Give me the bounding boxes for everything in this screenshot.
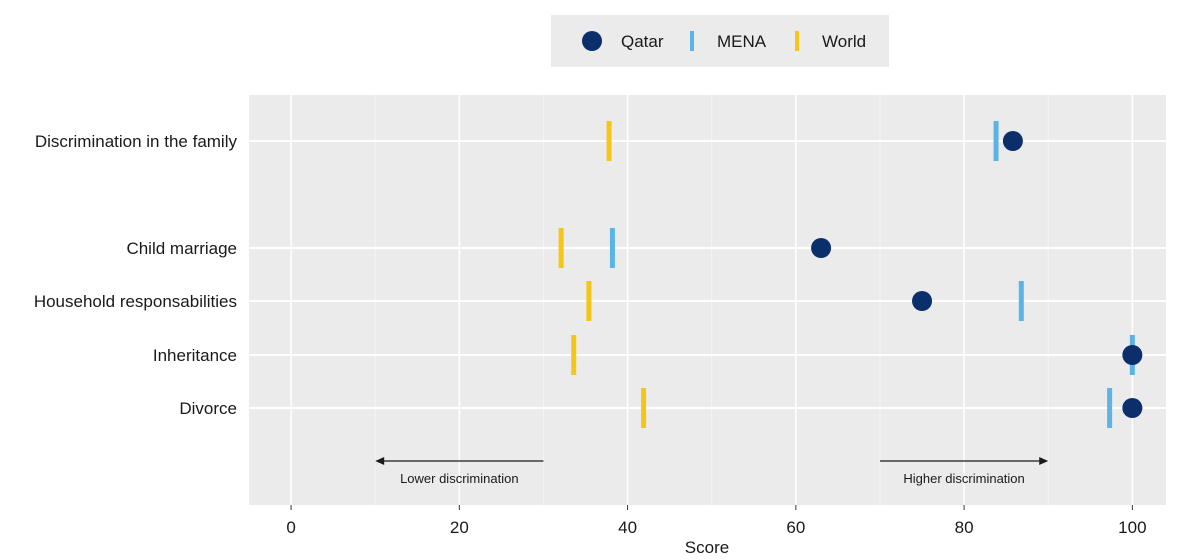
annotation-label: Higher discrimination — [903, 471, 1024, 486]
legend-key-mena — [690, 31, 694, 51]
x-tick-label: 60 — [786, 518, 805, 537]
bar-world — [641, 388, 647, 428]
x-axis-title: Score — [685, 538, 729, 557]
category-label: Discrimination in the family — [35, 132, 238, 151]
point-qatar — [912, 291, 933, 311]
bar-world — [606, 121, 612, 161]
legend-key-world — [795, 31, 799, 51]
x-tick-label: 0 — [286, 518, 295, 537]
category-label: Divorce — [179, 399, 237, 418]
bar-mena — [993, 121, 999, 161]
category-label: Inheritance — [153, 346, 237, 365]
point-qatar — [811, 238, 832, 258]
legend-label-mena: MENA — [717, 32, 767, 51]
bar-mena — [1107, 388, 1113, 428]
legend: Qatar MENA World — [551, 15, 889, 67]
point-qatar — [1002, 131, 1023, 151]
x-tick-labels: 0 20 40 60 80 100 — [286, 505, 1147, 537]
bar-mena — [609, 228, 615, 268]
bar-mena — [1018, 281, 1024, 321]
gridlines — [249, 95, 1166, 505]
x-tick-label: 100 — [1118, 518, 1146, 537]
category-labels: Discrimination in the family Child marria… — [34, 132, 238, 418]
bar-world — [586, 281, 592, 321]
annotation-arrow-head — [375, 457, 385, 465]
annotations: Lower discrimination Higher discriminatio… — [375, 457, 1049, 486]
legend-key-qatar — [582, 31, 602, 51]
category-label: Household responsabilities — [34, 292, 237, 311]
legend-label-qatar: Qatar — [621, 32, 664, 51]
legend-background — [551, 15, 889, 67]
data-marks — [558, 121, 1143, 428]
bar-world — [558, 228, 564, 268]
point-qatar — [1122, 398, 1143, 418]
annotation-label: Lower discrimination — [400, 471, 519, 486]
bar-world — [571, 335, 577, 375]
x-tick-label: 80 — [955, 518, 974, 537]
annotation-arrow-head — [1039, 457, 1049, 465]
category-label: Child marriage — [126, 239, 237, 258]
x-tick-label: 20 — [450, 518, 469, 537]
x-tick-label: 40 — [618, 518, 637, 537]
legend-label-world: World — [822, 32, 866, 51]
point-qatar — [1122, 345, 1143, 365]
